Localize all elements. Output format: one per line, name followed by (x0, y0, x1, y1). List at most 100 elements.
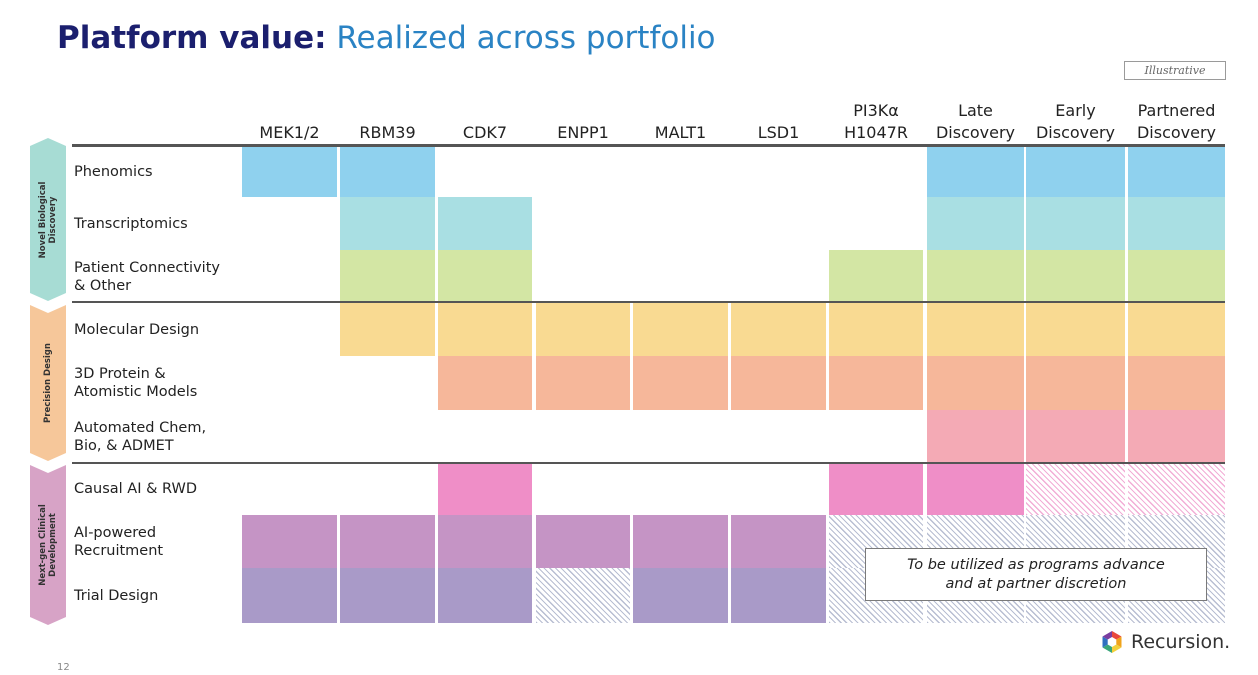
note-line-2: and at partner discretion (945, 575, 1127, 592)
matrix-cell (242, 568, 337, 623)
matrix-cell (536, 356, 630, 410)
matrix-cell (438, 356, 532, 410)
page-title: Platform value: Realized across portfoli… (57, 20, 716, 56)
matrix-cell (536, 303, 630, 356)
row-label: Molecular Design (74, 303, 199, 356)
matrix-cell (927, 410, 1024, 463)
column-header-line-2: MEK1/2 (259, 123, 320, 142)
row-label-line-1: Patient Connectivity (74, 259, 220, 276)
matrix-cell (340, 515, 435, 568)
row-label: AI-powered Recruitment (74, 515, 163, 568)
row-label: Phenomics (74, 147, 153, 197)
matrix-cell (731, 356, 826, 410)
row-label-line-2: Atomistic Models (74, 384, 198, 400)
matrix-cell (927, 197, 1024, 250)
recursion-hexagon-icon (1102, 631, 1122, 653)
matrix-cell (438, 303, 532, 356)
matrix-cell (731, 568, 826, 623)
column-header-line-2: RBM39 (359, 123, 416, 142)
matrix-cell (829, 250, 923, 303)
matrix-cell (633, 568, 728, 623)
matrix-cell (1026, 410, 1125, 463)
column-header: Partnered Discovery (1128, 96, 1225, 144)
matrix-cell (1026, 463, 1125, 515)
column-header: CDK7 (438, 96, 532, 144)
row-label-line-1: Causal AI & RWD (74, 481, 197, 497)
row-label: 3D Protein & Atomistic Models (74, 356, 197, 410)
separator-line (72, 462, 1225, 464)
matrix-cell (242, 515, 337, 568)
column-header-line-1: Partnered (1137, 101, 1216, 120)
group-label-bar: Precision Design (30, 305, 66, 461)
separator-line (72, 144, 1225, 147)
column-header-line-2: Discovery (935, 123, 1016, 142)
column-header-line-2: Discovery (1136, 123, 1217, 142)
matrix-cell (731, 515, 826, 568)
matrix-cell (1026, 303, 1125, 356)
matrix-cell (927, 463, 1024, 515)
column-header-line-1: PI3Kα (853, 101, 899, 120)
column-header: Late Discovery (927, 96, 1024, 144)
column-header-line-2: LSD1 (757, 123, 800, 142)
separator-line (72, 301, 1225, 303)
row-label: Automated Chem, Bio, & ADMET (74, 410, 206, 463)
matrix-cell (438, 463, 532, 515)
matrix-cell (829, 356, 923, 410)
group-label-bar: Next-gen Clinical Development (30, 465, 66, 625)
group-label-line-2: Development (48, 513, 58, 577)
matrix-cell (1128, 147, 1225, 197)
matrix-cell (1026, 197, 1125, 250)
matrix-cell (340, 197, 435, 250)
group-label-line-1: Precision Design (43, 343, 53, 423)
recursion-logo: Recursion. (1100, 630, 1230, 654)
matrix-cell (731, 303, 826, 356)
row-label-line-1: Trial Design (74, 587, 159, 604)
row-label-line-2: & Other (74, 277, 132, 294)
title-light: Realized across portfolio (336, 20, 716, 56)
matrix-cell (927, 250, 1024, 303)
group-label-line-2: Discovery (48, 196, 58, 243)
matrix-cell (340, 250, 435, 303)
row-label-line-2: Recruitment (74, 542, 164, 559)
matrix-cell (829, 303, 923, 356)
column-header-line-2: Discovery (1035, 123, 1116, 142)
matrix-cell (242, 147, 337, 197)
column-header: PI3Kα H1047R (829, 96, 923, 144)
note-line-1: To be utilized as programs advance (907, 556, 1165, 573)
column-header-line-2: CDK7 (462, 123, 508, 142)
matrix-cell (1128, 410, 1225, 463)
column-header: MALT1 (633, 96, 728, 144)
matrix-cell (829, 463, 923, 515)
page-number: 12 (57, 662, 70, 673)
column-header-line-2: ENPP1 (557, 123, 609, 142)
matrix-cell (633, 303, 728, 356)
matrix-cell (536, 515, 630, 568)
row-label-line-1: Transcriptomics (74, 215, 188, 232)
matrix-cell (927, 303, 1024, 356)
matrix-cell (1128, 356, 1225, 410)
row-label-line-1: AI-powered (74, 524, 157, 541)
matrix-cell (340, 147, 435, 197)
column-header: LSD1 (731, 96, 826, 144)
matrix-cell (1128, 463, 1225, 515)
matrix-cell (927, 356, 1024, 410)
illustrative-tag: Illustrative (1124, 61, 1226, 80)
column-header-line-2: H1047R (844, 123, 908, 142)
hatch-note: To be utilized as programs advance and a… (865, 548, 1207, 601)
column-header: Early Discovery (1026, 96, 1125, 144)
matrix-cell (340, 568, 435, 623)
matrix-cell (633, 515, 728, 568)
matrix-cell (438, 515, 532, 568)
matrix-cell (927, 147, 1024, 197)
row-label: Patient Connectivity & Other (74, 250, 220, 303)
column-header: MEK1/2 (242, 96, 337, 144)
row-label-line-1: Molecular Design (74, 321, 200, 338)
matrix-cell (340, 303, 435, 356)
row-label: Causal AI & RWD (74, 463, 197, 515)
matrix-cell (536, 568, 630, 623)
matrix-cell (1026, 356, 1125, 410)
row-label-line-1: Automated Chem, (74, 419, 207, 436)
column-header-line-1: Late (958, 101, 993, 120)
matrix-cell (1026, 147, 1125, 197)
row-label: Transcriptomics (74, 197, 188, 250)
